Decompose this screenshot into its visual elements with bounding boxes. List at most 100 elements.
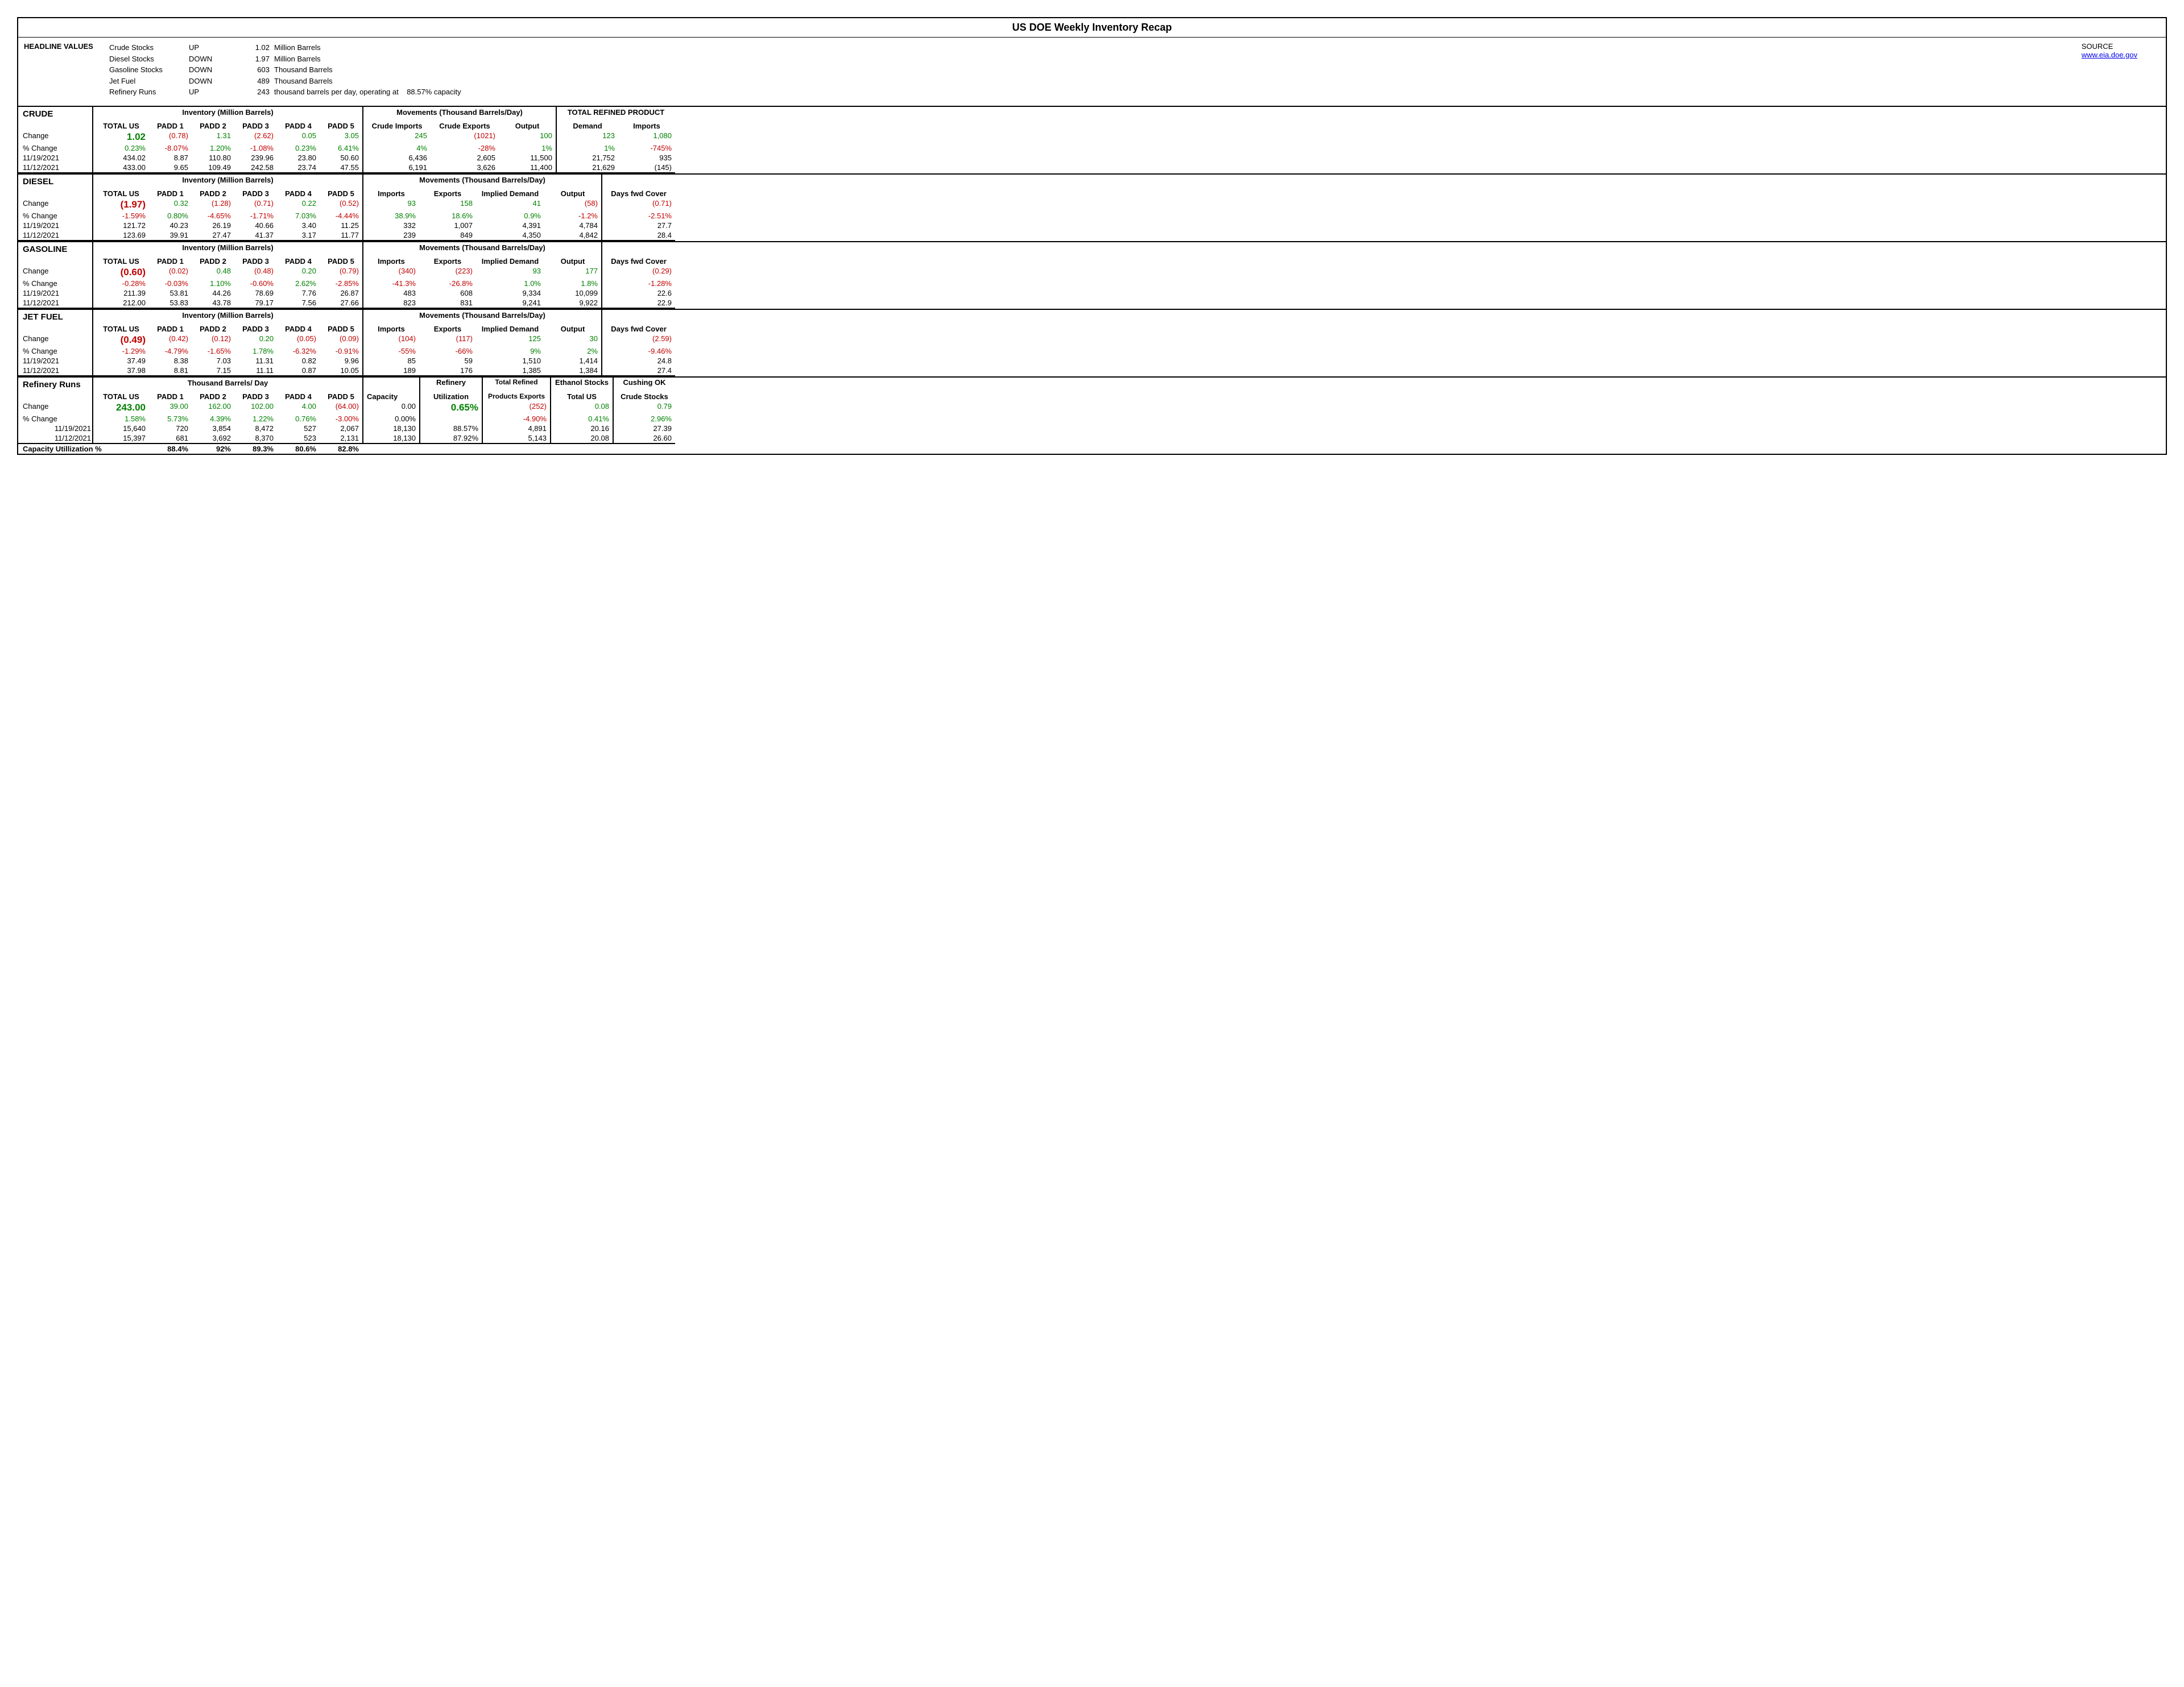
- data-cell: 24.8: [601, 356, 675, 366]
- data-cell: (0.02): [149, 266, 192, 279]
- data-cell: 20.08: [550, 433, 613, 443]
- row-label: 11/12/2021: [18, 230, 92, 241]
- hl-val: 603: [240, 64, 274, 76]
- col-head: PADD 5: [320, 121, 362, 131]
- col-head: PADD 3: [234, 392, 277, 401]
- data-cell: 78.69: [234, 288, 277, 298]
- col-head: PADD 3: [234, 324, 277, 334]
- data-cell: 243.00: [92, 401, 149, 414]
- col-head: PADD 1: [149, 121, 192, 131]
- col-head: Total US: [550, 392, 613, 401]
- inv-header: Inventory (Million Barrels): [92, 107, 362, 121]
- data-cell: 23.74: [277, 163, 320, 173]
- data-cell: -66%: [419, 346, 476, 356]
- row-label: 11/19/2021: [18, 424, 92, 433]
- data-cell: 21,629: [556, 163, 618, 173]
- data-cell: 7.76: [277, 288, 320, 298]
- data-cell: 1,007: [419, 221, 476, 230]
- data-cell: (1.97): [92, 198, 149, 211]
- row-label: Change: [18, 131, 92, 143]
- data-cell: 3.05: [320, 131, 362, 143]
- data-cell: 177: [544, 266, 601, 279]
- data-cell: 0.79: [613, 401, 675, 414]
- data-cell: 1.02: [92, 131, 149, 143]
- data-cell: 6.41%: [320, 143, 362, 153]
- data-cell: 176: [419, 366, 476, 376]
- row-label: Change: [18, 266, 92, 279]
- span-header: Thousand Barrels/ Day: [92, 378, 362, 392]
- data-cell: -2.51%: [601, 211, 675, 221]
- data-cell: 2.62%: [277, 279, 320, 288]
- data-cell: (340): [362, 266, 419, 279]
- hl-name: Gasoline Stocks: [109, 64, 189, 76]
- data-cell: 30: [544, 334, 601, 346]
- col-head: Output: [544, 256, 601, 266]
- col-head: Imports: [362, 256, 419, 266]
- data-cell: 110.80: [192, 153, 234, 163]
- col-head: PADD 3: [234, 189, 277, 198]
- data-cell: -1.71%: [234, 211, 277, 221]
- data-cell: -4.44%: [320, 211, 362, 221]
- data-cell: 41.37: [234, 230, 277, 241]
- col-head: Imports: [362, 324, 419, 334]
- col-head: PADD 1: [149, 189, 192, 198]
- col-head: Days fwd Cover: [601, 189, 675, 198]
- data-cell: 40.23: [149, 221, 192, 230]
- data-cell: 1,414: [544, 356, 601, 366]
- data-cell: 26.60: [613, 433, 675, 443]
- row-label: Change: [18, 401, 92, 414]
- data-cell: 10,099: [544, 288, 601, 298]
- data-cell: 89.3%: [234, 443, 277, 454]
- data-cell: 831: [419, 298, 476, 309]
- data-cell: 39.00: [149, 401, 192, 414]
- data-cell: (0.78): [149, 131, 192, 143]
- data-cell: 88.4%: [149, 443, 192, 454]
- data-cell: 7.15: [192, 366, 234, 376]
- data-cell: 849: [419, 230, 476, 241]
- data-cell: 11.77: [320, 230, 362, 241]
- row-label: 11/12/2021: [18, 298, 92, 309]
- data-cell: 80.6%: [277, 443, 320, 454]
- row-label: % Change: [18, 211, 92, 221]
- data-cell: 5,143: [482, 433, 550, 443]
- ref-title: Refinery Runs: [18, 378, 92, 392]
- data-cell: [550, 443, 613, 454]
- data-cell: 28.4: [601, 230, 675, 241]
- data-cell: 27.4: [601, 366, 675, 376]
- hl-val: 489: [240, 76, 274, 87]
- hl-dir: UP: [189, 42, 240, 53]
- col-head: Days fwd Cover: [601, 256, 675, 266]
- col-head: Ethanol Stocks: [550, 378, 613, 392]
- data-cell: (0.09): [320, 334, 362, 346]
- col-head: Crude Imports: [362, 121, 431, 131]
- data-cell: 87.92%: [419, 433, 482, 443]
- data-cell: 79.17: [234, 298, 277, 309]
- data-cell: -6.32%: [277, 346, 320, 356]
- data-cell: (0.52): [320, 198, 362, 211]
- headline-label: HEADLINE VALUES: [24, 42, 109, 98]
- data-cell: 22.6: [601, 288, 675, 298]
- mov-header: Movements (Thousand Barrels/Day): [362, 242, 601, 256]
- data-cell: 123: [556, 131, 618, 143]
- data-cell: 37.98: [92, 366, 149, 376]
- source-link[interactable]: www.eia.doe.gov: [2082, 51, 2137, 59]
- data-cell: 88.57%: [419, 424, 482, 433]
- data-cell: (0.71): [601, 198, 675, 211]
- data-cell: -8.07%: [149, 143, 192, 153]
- col-head: PADD 1: [149, 324, 192, 334]
- jet-section: JET FUELInventory (Million Barrels)Movem…: [18, 309, 2166, 376]
- data-cell: 11,400: [499, 163, 556, 173]
- data-cell: 9,334: [476, 288, 544, 298]
- data-cell: 109.49: [192, 163, 234, 173]
- data-cell: (2.59): [601, 334, 675, 346]
- data-cell: 38.9%: [362, 211, 419, 221]
- data-cell: 6,191: [362, 163, 431, 173]
- data-cell: (0.49): [92, 334, 149, 346]
- data-cell: 1.58%: [92, 414, 149, 424]
- data-cell: 93: [476, 266, 544, 279]
- data-cell: 102.00: [234, 401, 277, 414]
- hl-unit: Thousand Barrels: [274, 64, 502, 76]
- crude-title: CRUDE: [18, 107, 92, 121]
- col-head: PADD 4: [277, 324, 320, 334]
- row-label: Change: [18, 198, 92, 211]
